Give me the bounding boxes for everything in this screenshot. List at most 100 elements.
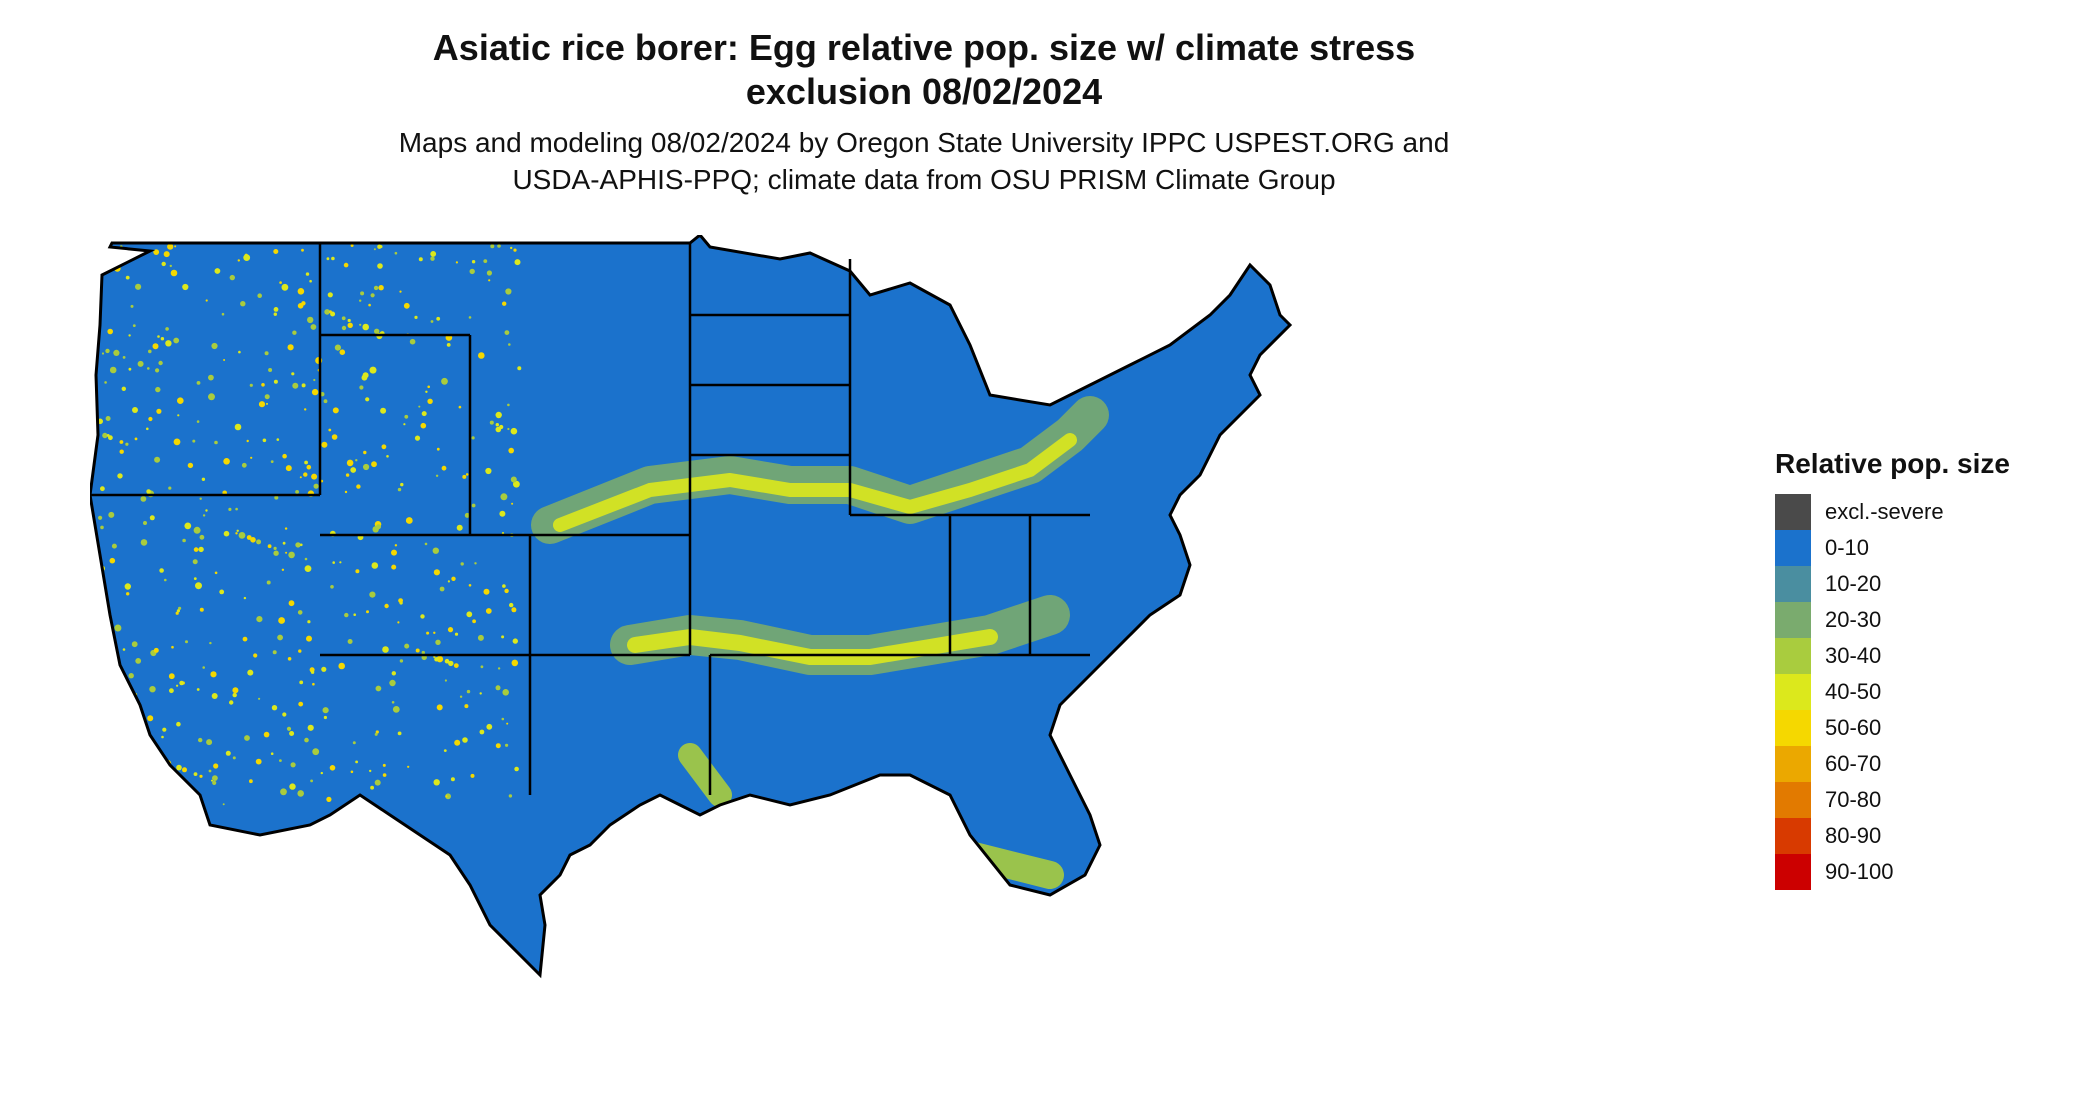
map-speckle: [485, 608, 492, 614]
legend-label: 0-10: [1825, 535, 1870, 560]
map-speckle: [214, 571, 218, 575]
legend-swatch: [1775, 530, 1811, 566]
map-speckle: [304, 737, 309, 743]
map-speckle: [222, 803, 225, 806]
map-speckle: [273, 249, 279, 254]
map-speckle: [471, 436, 475, 440]
map-speckle: [290, 762, 296, 768]
map-speckle: [320, 771, 323, 775]
map-speckle: [155, 368, 160, 373]
map-speckle: [435, 474, 439, 477]
map-speckle: [443, 749, 447, 752]
map-speckle: [209, 641, 212, 645]
map-speckle: [381, 444, 387, 450]
map-speckle: [511, 607, 517, 613]
map-speckle: [285, 551, 288, 554]
map-speckle: [208, 374, 214, 381]
map-speckle: [270, 460, 274, 463]
map-speckle: [447, 580, 450, 583]
map-speckle: [352, 741, 356, 745]
map-speckle: [236, 529, 239, 532]
map-speckle: [508, 343, 511, 346]
map-speckle: [176, 684, 179, 687]
map-speckle: [433, 631, 436, 634]
map-speckle: [157, 335, 160, 338]
map-speckle: [486, 270, 492, 276]
map-speckle: [468, 584, 472, 587]
map-speckle: [459, 695, 463, 698]
map-speckle: [299, 476, 302, 479]
map-speckle: [432, 547, 439, 554]
map-speckle: [140, 539, 148, 546]
map-speckle: [399, 659, 404, 663]
us-outline: [90, 235, 1293, 979]
map-speckle: [441, 377, 448, 385]
map-speckle: [143, 521, 147, 525]
map-speckle: [167, 243, 174, 250]
legend-title: Relative pop. size: [1775, 448, 2010, 479]
map-speckle: [489, 420, 494, 425]
map-speckle: [238, 532, 246, 539]
map-speckle: [163, 251, 170, 258]
map-speckle: [513, 248, 517, 252]
map-speckle: [458, 405, 462, 409]
map-speckle: [312, 682, 315, 686]
map-speckle: [510, 427, 518, 435]
map-speckle: [214, 268, 221, 274]
map-speckle: [266, 402, 268, 405]
map-speckle: [111, 543, 117, 549]
map-speckle: [488, 279, 491, 282]
map-speckle: [511, 502, 514, 505]
map-speckle: [404, 414, 409, 419]
map-speckle: [288, 551, 295, 559]
map-speckle: [235, 532, 238, 535]
map-speckle: [258, 401, 266, 408]
map-speckle: [478, 352, 485, 359]
map-speckle: [339, 349, 346, 355]
map-speckle: [371, 461, 377, 468]
map-speckle: [375, 685, 382, 692]
map-speckle: [327, 292, 333, 298]
map-speckle: [225, 750, 231, 756]
map-speckle: [426, 631, 430, 635]
map-speckle: [392, 706, 400, 713]
legend-swatch: [1775, 782, 1811, 818]
map-speckle: [306, 464, 312, 470]
map-speckle: [154, 456, 161, 463]
map-speckle: [124, 583, 131, 590]
map-speckle: [306, 635, 312, 642]
map-speckle: [501, 717, 505, 721]
map-speckle: [109, 366, 117, 374]
map-speckle: [298, 649, 302, 653]
map-speckle: [289, 731, 295, 736]
map-speckle: [409, 338, 416, 345]
map-speckle: [128, 673, 134, 679]
map-speckle: [328, 428, 332, 432]
map-speckle: [250, 456, 253, 459]
map-speckle: [391, 701, 395, 704]
map-speckle: [196, 381, 201, 385]
map-speckle: [264, 394, 270, 400]
map-speckle: [107, 708, 112, 713]
map-speckle: [462, 737, 468, 743]
map-speckle: [448, 660, 454, 667]
map-speckle: [350, 467, 357, 473]
map-speckle: [202, 514, 206, 517]
map-speckle: [141, 785, 148, 792]
map-speckle: [108, 435, 113, 441]
map-speckle: [125, 275, 130, 280]
map-speckle: [176, 764, 182, 771]
map-speckle: [350, 770, 354, 774]
map-speckle: [339, 561, 342, 564]
map-speckle: [369, 591, 376, 598]
map-speckle: [469, 268, 475, 275]
map-speckle: [370, 293, 375, 298]
map-speckle: [418, 405, 421, 408]
map-speckle: [177, 782, 181, 787]
map-speckle: [276, 438, 280, 441]
map-speckle: [185, 640, 188, 644]
map-speckle: [307, 316, 314, 324]
map-speckle: [299, 680, 304, 685]
map-speckle: [453, 663, 459, 668]
legend-label: excl.-severe: [1825, 499, 1944, 524]
